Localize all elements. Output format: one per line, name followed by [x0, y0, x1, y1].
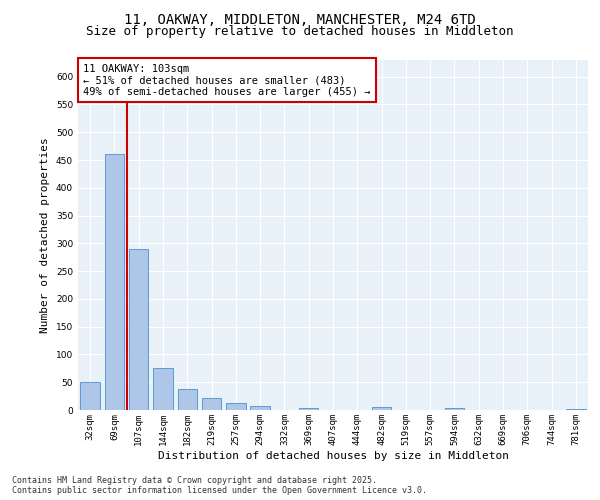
Bar [153, 368, 173, 410]
Bar [178, 389, 197, 410]
Bar [566, 409, 586, 410]
Bar [105, 154, 124, 410]
Text: 11 OAKWAY: 103sqm
← 51% of detached houses are smaller (483)
49% of semi-detache: 11 OAKWAY: 103sqm ← 51% of detached hous… [83, 64, 371, 96]
Bar [250, 406, 270, 410]
Bar [226, 404, 245, 410]
Bar [129, 249, 148, 410]
Text: 11, OAKWAY, MIDDLETON, MANCHESTER, M24 6TD: 11, OAKWAY, MIDDLETON, MANCHESTER, M24 6… [124, 12, 476, 26]
Text: Contains HM Land Registry data © Crown copyright and database right 2025.
Contai: Contains HM Land Registry data © Crown c… [12, 476, 427, 495]
Y-axis label: Number of detached properties: Number of detached properties [40, 137, 50, 333]
Bar [202, 398, 221, 410]
Bar [80, 382, 100, 410]
Bar [299, 408, 319, 410]
Bar [445, 408, 464, 410]
Bar [372, 407, 391, 410]
X-axis label: Distribution of detached houses by size in Middleton: Distribution of detached houses by size … [157, 450, 509, 460]
Text: Size of property relative to detached houses in Middleton: Size of property relative to detached ho… [86, 25, 514, 38]
